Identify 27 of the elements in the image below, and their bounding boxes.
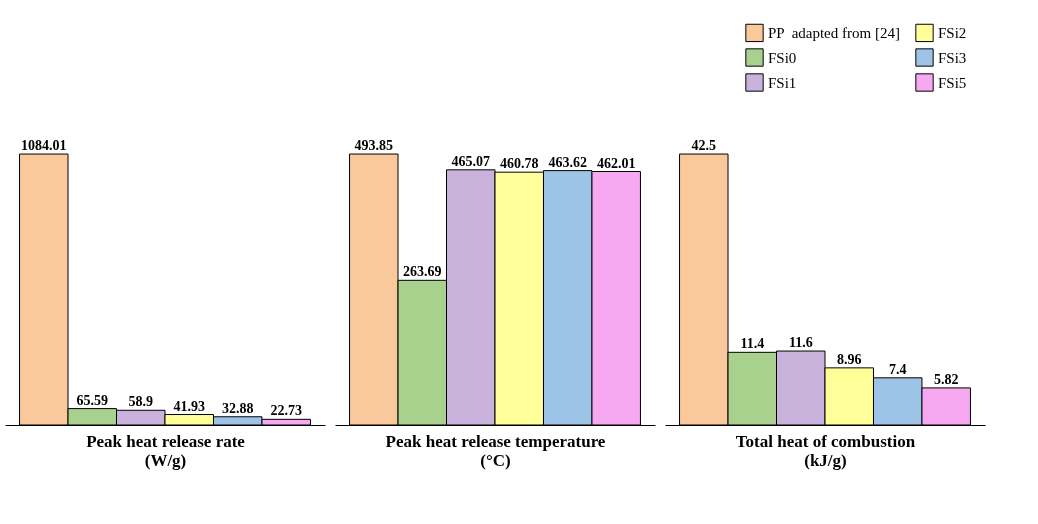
data-label: 11.4	[740, 336, 765, 352]
data-label: 463.62	[548, 154, 587, 170]
legend-label: FSi2	[938, 24, 967, 41]
x-axis-title: Peak heat release temperature (°C)	[385, 431, 606, 470]
data-label: 465.07	[451, 153, 491, 169]
data-label: 65.59	[76, 392, 109, 408]
data-label: 11.6	[788, 335, 813, 351]
legend-label: FSi3	[938, 49, 967, 66]
legend-label: FSi0	[768, 49, 797, 66]
legend-label: FSi1	[768, 74, 797, 91]
data-label: 32.88	[221, 400, 254, 416]
data-label: 7.4	[888, 361, 907, 377]
x-axis-title: Total heat of combustion (kJ/g)	[735, 431, 916, 470]
data-label: 8.96	[836, 351, 862, 367]
data-label: 460.78	[499, 156, 539, 172]
data-label: 41.93	[173, 398, 205, 414]
legend-label: PP adapted from [24]	[768, 24, 900, 41]
data-label: 22.73	[270, 403, 302, 419]
data-label: 5.82	[933, 371, 959, 387]
data-label: 493.85	[354, 138, 394, 154]
x-axis-title: Peak heat release rate (W/g)	[86, 431, 246, 470]
data-label: 42.5	[691, 138, 717, 154]
data-label: 263.69	[403, 264, 442, 280]
data-label: 58.9	[128, 394, 154, 410]
data-label: 462.01	[596, 155, 636, 171]
data-label: 1084.01	[21, 138, 67, 154]
legend-label: FSi5	[938, 74, 967, 91]
